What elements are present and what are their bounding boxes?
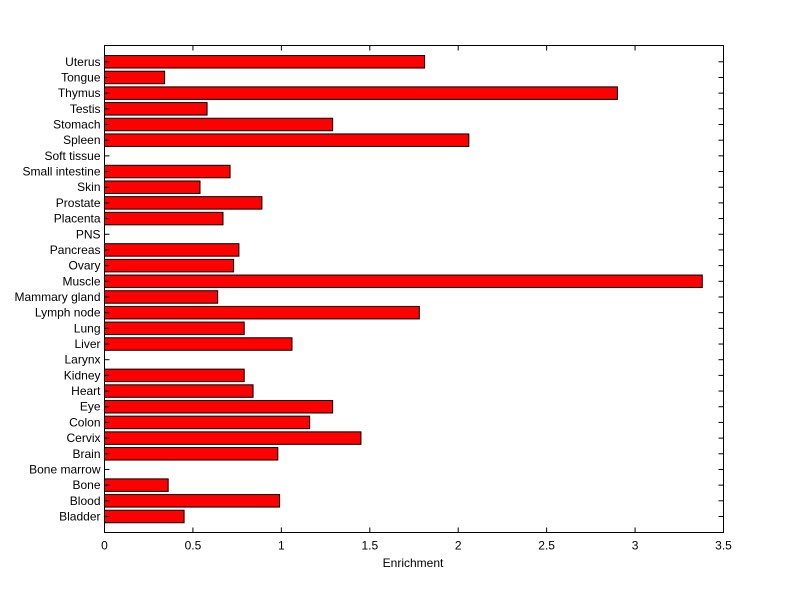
bar-tongue <box>104 70 166 85</box>
y-tick-label: Mammary gland <box>14 290 100 304</box>
bar-brain <box>104 447 279 461</box>
x-tick-label: 0.5 <box>185 539 202 553</box>
bar-bone <box>104 478 169 492</box>
y-tick-label: Pancreas <box>50 243 101 257</box>
y-tick-label: Heart <box>71 384 101 398</box>
y-tick-label: Stomach <box>53 118 100 132</box>
x-tick-label: 2.5 <box>538 539 555 553</box>
y-tick-label: Bladder <box>59 510 100 524</box>
y-tick-label: Blood <box>70 494 101 508</box>
y-tick-label: Muscle <box>62 274 100 288</box>
bars-group <box>104 55 703 524</box>
y-tick-label: Uterus <box>65 55 100 69</box>
x-ticks-group: 0 0.5 1 1.5 2 2.5 3 3.5 <box>101 45 732 553</box>
bar-thymus <box>104 86 618 100</box>
y-tick-label: Cervix <box>66 431 100 445</box>
bar-cervix <box>104 431 362 445</box>
bar-lung <box>104 321 245 336</box>
y-tick-label: Lymph node <box>35 306 101 320</box>
bar-prostate <box>104 196 263 210</box>
x-tick-label: 1.5 <box>361 539 378 553</box>
bar-stomach <box>104 117 334 132</box>
y-tick-label: PNS <box>76 227 101 241</box>
bar-blood <box>104 494 281 508</box>
y-tick-label: Soft tissue <box>44 149 100 163</box>
x-axis-label: Enrichment <box>383 556 444 570</box>
bar-small-intestine <box>104 164 231 179</box>
bar-pancreas <box>104 243 240 257</box>
y-tick-label: Small intestine <box>22 165 100 179</box>
bar-mammary-gland <box>104 290 219 304</box>
y-tick-label: Spleen <box>63 133 100 147</box>
y-tick-label: Liver <box>74 337 100 351</box>
y-tick-label: Bone marrow <box>29 462 101 476</box>
bar-uterus <box>104 55 426 69</box>
y-tick-label: Bone <box>72 478 100 492</box>
bar-placenta <box>104 211 224 226</box>
bar-spleen <box>104 133 470 147</box>
y-tick-label: Larynx <box>64 353 100 367</box>
bar-liver <box>104 337 293 351</box>
bar-skin <box>104 180 201 194</box>
bar-heart <box>104 384 254 398</box>
y-tick-label: Thymus <box>58 86 101 100</box>
x-tick-label: 1 <box>278 539 285 553</box>
y-tick-label: Prostate <box>56 196 101 210</box>
y-tick-label: Lung <box>74 321 101 335</box>
bar-ovary <box>104 258 235 273</box>
bar-colon <box>104 415 311 430</box>
y-tick-label: Eye <box>80 400 101 414</box>
y-tick-label: Placenta <box>54 212 101 226</box>
y-tick-label: Brain <box>72 447 100 461</box>
y-tick-label: Testis <box>70 102 101 116</box>
y-tick-label: Kidney <box>64 368 101 382</box>
bar-bladder <box>104 509 185 524</box>
y-tick-label: Tongue <box>61 70 101 84</box>
y-tick-label: Colon <box>69 415 100 429</box>
bar-lymph-node <box>104 305 420 320</box>
y-tick-label: Skin <box>77 180 100 194</box>
x-tick-label: 3 <box>632 539 639 553</box>
bar-muscle <box>104 274 703 289</box>
plot-frame <box>104 45 724 533</box>
x-tick-label: 3.5 <box>715 539 732 553</box>
x-tick-label: 2 <box>455 539 462 553</box>
bar-eye <box>104 399 334 414</box>
y-tick-label: Ovary <box>68 259 100 273</box>
x-tick-label: 0 <box>101 539 108 553</box>
bar-testis <box>104 102 208 116</box>
bar-kidney <box>104 368 245 383</box>
